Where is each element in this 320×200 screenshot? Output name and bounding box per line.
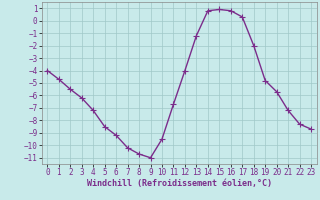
X-axis label: Windchill (Refroidissement éolien,°C): Windchill (Refroidissement éolien,°C) [87, 179, 272, 188]
